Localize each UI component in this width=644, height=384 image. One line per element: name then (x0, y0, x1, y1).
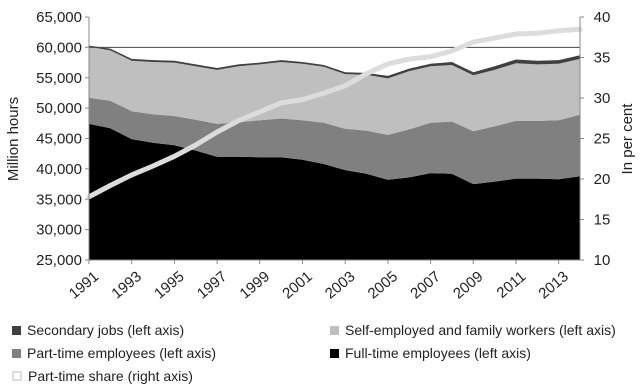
x-tick-label: 1997 (194, 268, 230, 302)
x-tick-label: 1993 (108, 268, 144, 302)
y2-tick-label: 30 (594, 90, 611, 107)
x-tick-label: 1995 (151, 268, 187, 302)
line-part-time-share (86, 26, 583, 200)
legend-label: Part-time share (right axis) (28, 368, 193, 384)
chart: 25,000 30,000 35,000 40,000 45,000 50,000 55,0… (5, 9, 636, 302)
legend-swatch (12, 348, 21, 358)
y2-tick-label: 40 (594, 9, 611, 26)
x-tick-label: 2005 (365, 268, 401, 302)
y2-tick-label: 10 (594, 252, 611, 269)
x-tick-label: 2011 (494, 268, 530, 302)
x-tick-label: 2001 (279, 268, 315, 302)
legend-swatch (12, 325, 21, 335)
x-tick-label: 1991 (66, 268, 102, 302)
y2-tick-label: 35 (594, 50, 611, 67)
legend-item-part-time-employees: Part-time employees (left axis) (12, 345, 216, 361)
axes (85, 16, 584, 264)
legend-item-full-time-employees: Full-time employees (left axis) (330, 345, 531, 361)
y-tick-label: 65,000 (36, 9, 82, 26)
y-tick-label: 35,000 (36, 191, 82, 208)
y2-tick-label: 15 (594, 212, 611, 229)
legend-label: Self-employed and family workers (left a… (345, 322, 616, 338)
y-tick-labels: 25,000 30,000 35,000 40,000 45,000 50,000 55,0… (36, 9, 82, 269)
y-tick-label: 40,000 (36, 161, 82, 178)
legend-swatch (330, 325, 339, 335)
legend-swatch (330, 348, 339, 358)
x-tick-label: 2009 (450, 268, 486, 302)
legend-label: Part-time employees (left axis) (27, 345, 217, 361)
x-tick-label: 2007 (407, 268, 443, 302)
y-tick-label: 60,000 (36, 39, 82, 56)
x-tick-label: 2003 (322, 268, 358, 302)
legend-item-self-employed-and-family-workers: Self-employed and family workers (left a… (330, 322, 616, 338)
stacked-areas (89, 45, 580, 261)
line-series (86, 26, 583, 200)
y-tick-label: 30,000 (36, 222, 82, 239)
y-tick-label: 45,000 (36, 131, 82, 148)
y-tick-label: 25,000 (36, 252, 82, 269)
legend-item-secondary-jobs: Secondary jobs (left axis) (12, 322, 184, 338)
x-tick-label: 1999 (237, 268, 273, 302)
area-part-time-employees (89, 97, 580, 185)
area-full-time-employees (89, 123, 580, 261)
legend-label: Full-time employees (left axis) (345, 345, 531, 361)
legend-label: Secondary jobs (left axis) (27, 322, 185, 338)
y2-tick-label: 25 (594, 131, 611, 148)
y2-axis-label: In per cent (619, 103, 636, 175)
y-axis-label: Million hours (5, 97, 22, 181)
legend-swatch (12, 371, 22, 381)
legend-item-part-time-share: Part-time share (right axis) (12, 368, 193, 384)
x-tick-label: 2013 (535, 268, 571, 302)
y-tick-label: 50,000 (36, 100, 82, 117)
legend: Secondary jobs (left axis) Self-employed … (0, 316, 644, 384)
y2-tick-label: 20 (594, 171, 611, 188)
x-tick-labels: 1991 1993 1995 1997 1999 2001 2003 2005 2007 2009… (66, 268, 572, 302)
y-tick-label: 55,000 (36, 70, 82, 87)
y2-tick-labels: 10 15 20 25 30 35 40 (594, 9, 611, 269)
